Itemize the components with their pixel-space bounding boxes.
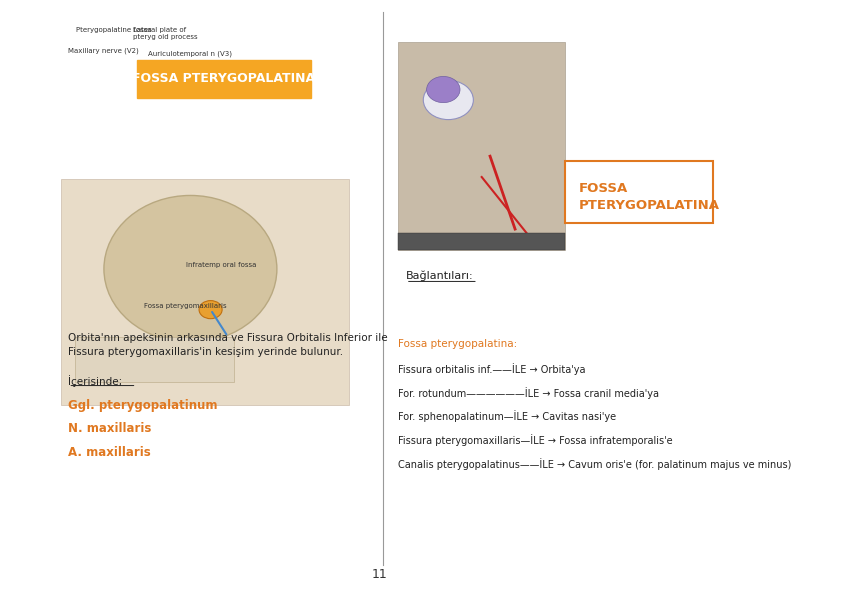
FancyBboxPatch shape (565, 161, 713, 223)
Text: Fissura orbitalis inf.——İLE → Orbita'ya: Fissura orbitalis inf.——İLE → Orbita'ya (398, 363, 586, 375)
Text: 11: 11 (371, 568, 387, 581)
FancyBboxPatch shape (398, 233, 565, 250)
Text: Fossa pterygomaxillaris: Fossa pterygomaxillaris (144, 303, 226, 309)
Text: Lateral plate of
pteryg oid process: Lateral plate of pteryg oid process (133, 27, 197, 40)
Circle shape (199, 300, 222, 319)
Text: Ggl. pterygopalatinum: Ggl. pterygopalatinum (68, 399, 218, 412)
FancyBboxPatch shape (75, 337, 233, 382)
FancyBboxPatch shape (61, 178, 349, 405)
FancyBboxPatch shape (398, 42, 565, 250)
Text: A. maxillaris: A. maxillaris (68, 446, 151, 459)
Text: N. maxillaris: N. maxillaris (68, 422, 152, 436)
Text: Fissura pterygomaxillaris—İLE → Fossa infratemporalis'e: Fissura pterygomaxillaris—İLE → Fossa in… (398, 434, 673, 446)
Text: Orbita'nın apeksinin arkasında ve Fissura Orbitalis Inferior ile
Fissura pterygo: Orbita'nın apeksinin arkasında ve Fissur… (68, 333, 388, 357)
Text: FOSSA PTERYGOPALATINA: FOSSA PTERYGOPALATINA (132, 73, 316, 85)
Text: For. rotundum——————İLE → Fossa cranil media'ya: For. rotundum——————İLE → Fossa cranil me… (398, 387, 659, 399)
FancyBboxPatch shape (136, 60, 311, 98)
Text: Bağlantıları:: Bağlantıları: (406, 271, 473, 281)
Text: Pterygopalatine fossa: Pterygopalatine fossa (76, 27, 152, 33)
Text: Canalis pterygopalatinus——İLE → Cavum oris'e (for. palatinum majus ve minus): Canalis pterygopalatinus——İLE → Cavum or… (398, 458, 791, 470)
Text: For. sphenopalatinum—İLE → Cavitas nasi'ye: For. sphenopalatinum—İLE → Cavitas nasi'… (398, 411, 616, 422)
Text: FOSSA
PTERYGOPALATINA: FOSSA PTERYGOPALATINA (578, 182, 720, 212)
Circle shape (427, 77, 460, 103)
Text: Infratemp oral fossa: Infratemp oral fossa (186, 262, 256, 268)
Text: Fossa pterygopalatina:: Fossa pterygopalatina: (398, 339, 518, 349)
Circle shape (424, 80, 473, 120)
Ellipse shape (104, 196, 277, 343)
Text: Maxillary nerve (V2): Maxillary nerve (V2) (68, 48, 139, 54)
Text: Auriculotemporal n (V3): Auriculotemporal n (V3) (148, 51, 232, 57)
Text: İçerisinde;: İçerisinde; (68, 375, 123, 387)
